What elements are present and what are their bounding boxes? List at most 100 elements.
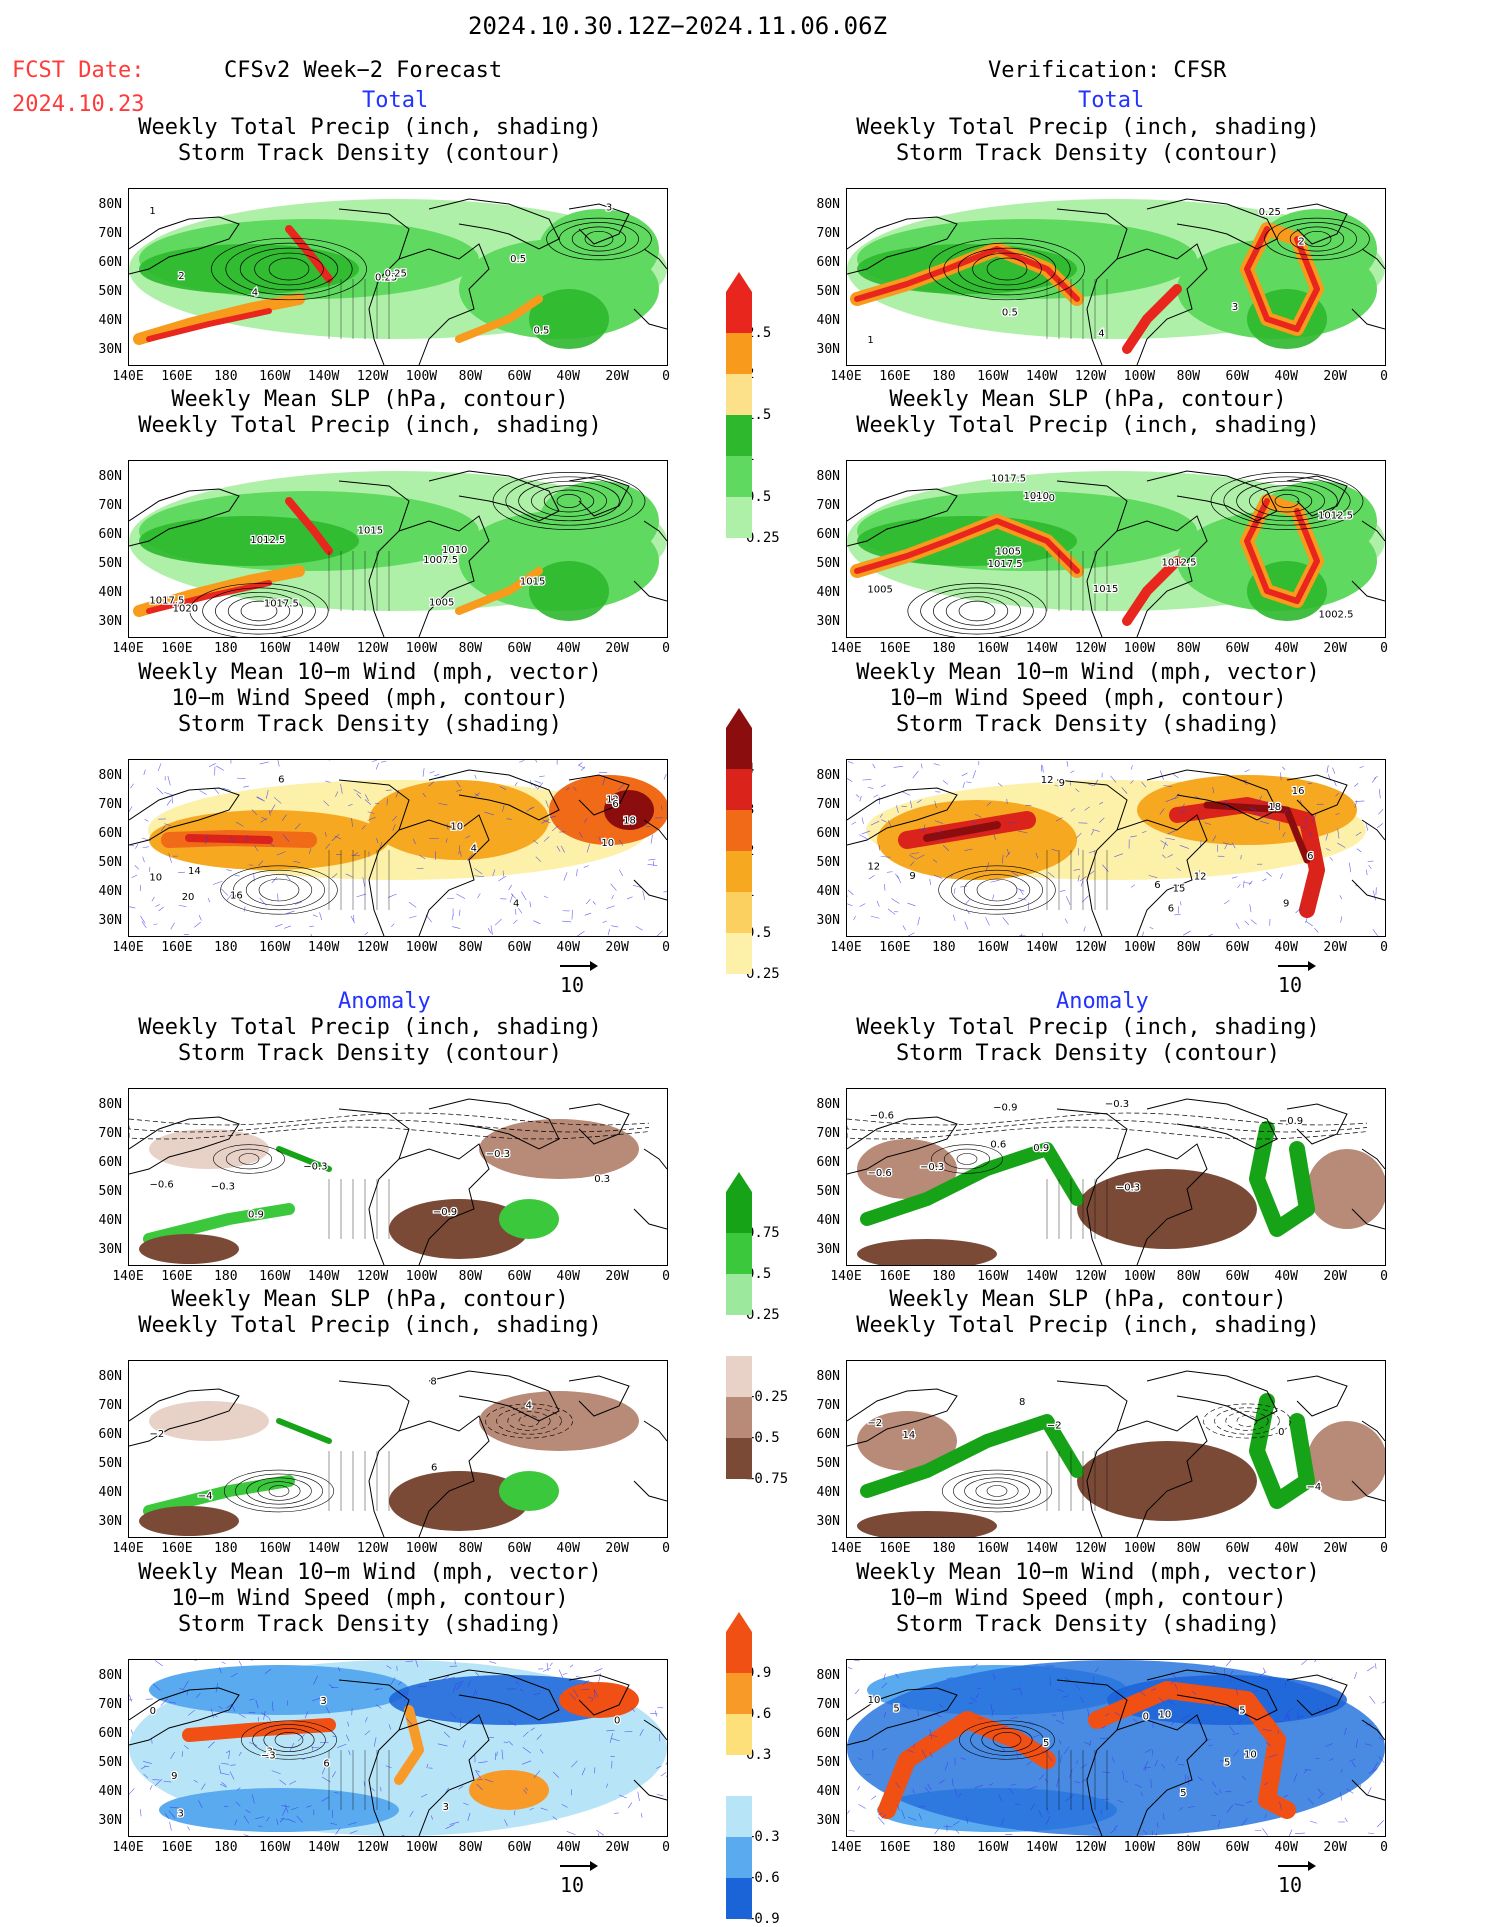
wind-vector (144, 770, 146, 775)
lon-tick-label: 40W (556, 1542, 579, 1555)
lat-tick-label: 50N (806, 1185, 840, 1198)
wind-vector (1060, 890, 1065, 891)
wind-vector (873, 764, 876, 768)
wind-vector (237, 778, 246, 779)
wind-vector (1377, 1820, 1383, 1827)
lon-tick-label: 140E (112, 1270, 143, 1283)
wind-vector (309, 926, 313, 927)
lat-tick-label: 50N (88, 557, 122, 570)
left-total-label: Total (362, 90, 428, 112)
wind-vector (643, 891, 645, 900)
panel-title-line: Weekly Mean SLP (hPa, contour) (818, 1287, 1358, 1313)
coastline (1352, 880, 1385, 900)
colorbar-segment (726, 333, 752, 374)
lon-tick-label: 20W (1323, 370, 1346, 383)
lat-tick-label: 70N (88, 1127, 122, 1140)
lon-tick-label: 160W (977, 1542, 1008, 1555)
lon-tick-label: 60W (1226, 1270, 1249, 1283)
wind-vector (1355, 801, 1364, 802)
lon-tick-label: 20W (1323, 941, 1346, 954)
colorbar-segment (726, 810, 752, 851)
wind-vector (187, 1826, 189, 1830)
contour-label: 2 (1298, 236, 1304, 247)
wind-vector (1174, 914, 1180, 915)
lat-tick-label: 50N (88, 1756, 122, 1769)
lon-tick-label: 140E (830, 1841, 861, 1854)
lon-tick-label: 160E (879, 1542, 910, 1555)
right-anomaly-label: Anomaly (1056, 991, 1149, 1013)
wind-vector (365, 932, 368, 935)
lon-tick-label: 20W (605, 370, 628, 383)
wind-vector (1378, 809, 1383, 814)
wind-vector (244, 906, 245, 911)
wind-vector (135, 844, 138, 849)
wind-vector (1245, 770, 1250, 772)
contour-label: 10 (1244, 1749, 1257, 1760)
lat-tick-label: 30N (806, 1515, 840, 1528)
wind-vector (1236, 923, 1239, 929)
wind-vector (284, 926, 291, 928)
wind-vector (195, 1660, 202, 1661)
wind-vector (1043, 765, 1044, 772)
lon-tick-label: 140E (830, 941, 861, 954)
wind-vector (1183, 931, 1190, 935)
lat-tick-label: 60N (806, 256, 840, 269)
contour-label: 5 (1043, 1738, 1049, 1749)
lat-tick-label: 40N (806, 1785, 840, 1798)
lon-tick-label: 60W (1226, 370, 1249, 383)
colorbar-segment (726, 1274, 752, 1315)
wind-vector (313, 915, 318, 917)
wind-vector (934, 764, 940, 766)
lat-tick-label: 80N (88, 769, 122, 782)
lon-tick-label: 40W (1274, 941, 1297, 954)
wind-vector (391, 924, 394, 927)
lon-tick-label: 140E (112, 642, 143, 655)
shaded-area (499, 1471, 559, 1511)
right-total-label: Total (1078, 90, 1144, 112)
lat-tick-label: 80N (88, 198, 122, 211)
wind-vector (608, 929, 610, 935)
wind-vector (1262, 879, 1266, 881)
wind-vector (153, 924, 157, 925)
lon-tick-label: 40W (1274, 642, 1297, 655)
contour-label: 4 (471, 843, 477, 854)
wind-vector (895, 874, 899, 879)
lon-tick-label: 100W (406, 941, 437, 954)
lon-tick-label: 180 (214, 1270, 237, 1283)
colorbar-segment (726, 728, 752, 769)
contour-label: 0.5 (534, 326, 550, 337)
wind-vector (434, 774, 439, 775)
colorbar-segment (726, 1233, 752, 1274)
panel-title-line: 10−m Wind Speed (mph, contour) (818, 1586, 1358, 1612)
wind-vector (199, 915, 201, 920)
lat-tick-label: 40N (806, 314, 840, 327)
contour-label: 3 (443, 1802, 449, 1813)
wind-vector (612, 895, 614, 899)
lon-tick-label: 140E (830, 1270, 861, 1283)
lat-tick-label: 40N (88, 885, 122, 898)
wind-vector (585, 913, 591, 915)
contour-label: 1012.5 (1161, 558, 1196, 569)
wind-vector (596, 1830, 603, 1835)
wind-vector (854, 1660, 859, 1661)
wind-vector (170, 1822, 172, 1831)
contour-line (976, 1482, 1018, 1501)
contour-label: 9 (1283, 898, 1289, 909)
wind-vector (935, 1829, 939, 1834)
contour-label: 3 (1232, 302, 1238, 313)
wind-vector (1373, 891, 1375, 901)
lon-tick-label: 160W (259, 1270, 290, 1283)
lon-tick-label: 40W (1274, 1270, 1297, 1283)
shaded-band (279, 1421, 329, 1441)
lat-tick-label: 40N (88, 1785, 122, 1798)
lon-tick-label: 80W (459, 1841, 482, 1854)
shaded-area (499, 1199, 559, 1239)
lon-tick-label: 20W (605, 642, 628, 655)
lon-tick-label: 0 (1380, 1542, 1388, 1555)
wind-vector (990, 880, 999, 882)
